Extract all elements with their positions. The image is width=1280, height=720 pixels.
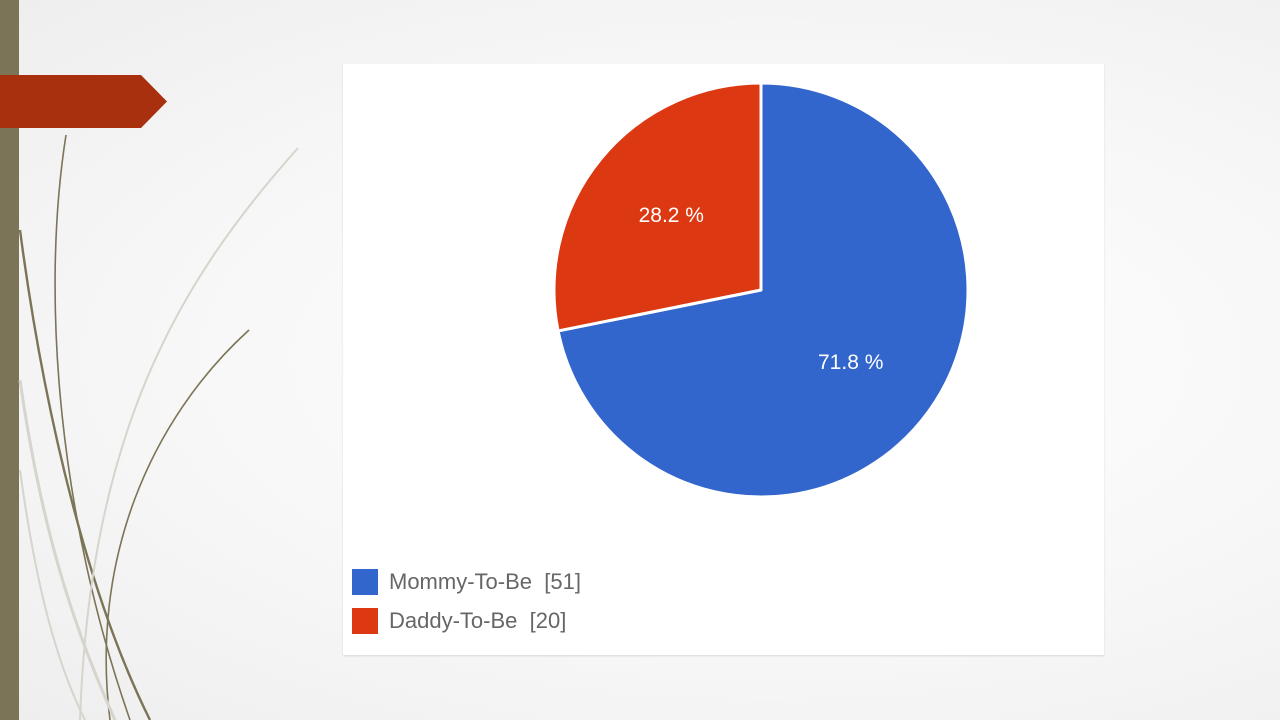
- pie-slice-percent-label: 28.2 %: [639, 204, 704, 227]
- legend-swatch-mommy: [352, 568, 378, 595]
- deco-curve-light: [18, 379, 117, 720]
- pie-slice-percent-label: 71.8 %: [818, 351, 883, 374]
- legend-item-daddy: Daddy-To-Be [20]: [352, 601, 581, 640]
- deco-curve-light: [79, 147, 299, 720]
- deco-curve: [105, 329, 250, 720]
- left-accent-bar: [0, 0, 19, 720]
- legend-swatch-daddy: [352, 607, 378, 634]
- deco-curve-light: [19, 469, 86, 720]
- pie-slice-daddy-to-be[interactable]: [552, 81, 763, 333]
- deco-curve: [54, 134, 131, 720]
- legend-item-mommy: Mommy-To-Be [51]: [352, 562, 581, 601]
- left-accent-bar-fill: [0, 0, 19, 720]
- title-accent-tag-shape: [0, 75, 167, 128]
- legend-label-mommy: Mommy-To-Be [51]: [389, 568, 581, 594]
- pie-chart: 71.8 % 28.2 %: [552, 81, 970, 499]
- chart-legend: Mommy-To-Be [51] Daddy-To-Be [20]: [352, 562, 581, 640]
- deco-curve: [18, 229, 152, 720]
- decorative-curves: [18, 134, 299, 720]
- pie-slice-mommy-to-be[interactable]: [556, 81, 970, 499]
- pie-chart-card: 71.8 % 28.2 % Mommy-To-Be [51] Daddy-To-B…: [343, 64, 1104, 655]
- title-accent-tag: [0, 75, 167, 128]
- legend-label-daddy: Daddy-To-Be [20]: [389, 607, 567, 633]
